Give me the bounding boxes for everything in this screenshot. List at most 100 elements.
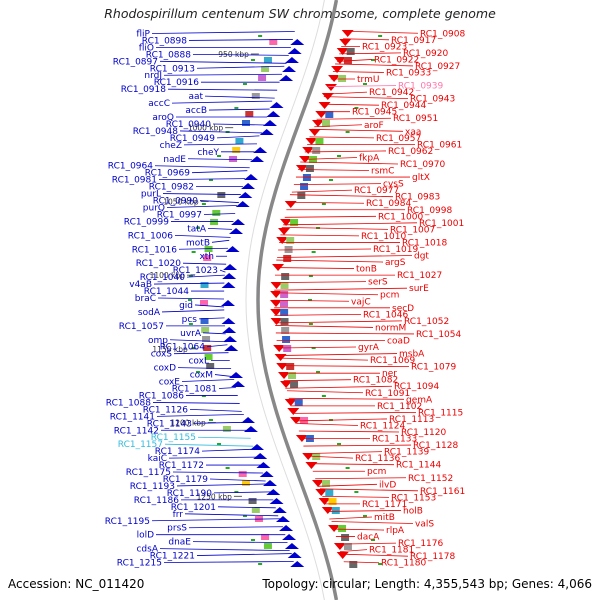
forward-gene-label: coxL: [188, 357, 209, 367]
reverse-gene-label: RC1_1139: [384, 448, 429, 458]
function-category-block: [280, 309, 289, 316]
forward-gene-label: RC1_0918: [121, 85, 166, 95]
forward-gene-label: tatA: [187, 224, 207, 234]
forward-gene-arrow: [263, 480, 277, 486]
forward-gene-arrow: [287, 48, 302, 54]
forward-gene-arrow: [223, 264, 238, 270]
reverse-gene-arrow: [295, 165, 308, 172]
reverse-gene-arrow: [270, 318, 283, 325]
left-gene-leader: [174, 234, 231, 238]
reverse-gene-label: RC1_1180: [381, 559, 426, 569]
reverse-gene-label: RC1_0998: [407, 206, 452, 216]
forward-gene-label: coxE: [159, 378, 181, 388]
reverse-gene-label: RC1_1010: [361, 232, 406, 242]
forward-gene-label: braC: [135, 294, 156, 304]
forward-gene-arrow: [222, 327, 237, 333]
reverse-gene-arrow: [321, 507, 334, 514]
forward-gene-label: motB: [186, 238, 210, 248]
function-category-block: [200, 318, 209, 324]
forward-gene-arrow: [222, 273, 237, 279]
left-gene-leader: [188, 39, 293, 41]
forward-gene-arrow: [241, 183, 256, 189]
forward-gene-arrow: [221, 300, 235, 306]
left-gene-leader: [207, 227, 232, 230]
reverse-gene-label: RC1_1120: [401, 428, 446, 438]
forward-gene-label: cheY: [197, 148, 219, 158]
right-gene-leader: [284, 215, 377, 218]
reverse-gene-arrow: [276, 363, 289, 370]
left-gene-leader: [199, 200, 239, 203]
left-gene-leader: [179, 130, 263, 134]
left-gene-leader: [168, 456, 259, 459]
function-category-block: [302, 174, 311, 181]
forward-gene-label: RC1_1141: [110, 412, 155, 422]
reverse-gene-label: mitB: [374, 513, 395, 523]
reverse-gene-label: RC1_1115: [418, 408, 463, 418]
forward-gene-arrow: [250, 444, 265, 450]
reverse-gene-arrow: [318, 498, 331, 505]
reverse-gene-label: RC1_1136: [355, 454, 400, 464]
forward-gene-arrow: [241, 417, 256, 423]
forward-gene-arrow: [253, 453, 268, 459]
right-gene-leader: [302, 157, 358, 160]
forward-gene-label: RC1_0981: [112, 176, 157, 186]
reverse-gene-arrow: [333, 543, 346, 550]
forward-gene-arrow: [221, 318, 236, 324]
forward-gene-label: accC: [148, 99, 170, 109]
forward-gene-label: accB: [185, 106, 207, 116]
right-gene-leader: [327, 510, 402, 512]
reverse-gene-label: pcm: [380, 291, 399, 301]
reverse-gene-label: RC1_1113: [389, 415, 434, 425]
reverse-gene-label: RC1_1161: [420, 487, 465, 497]
left-gene-leader: [156, 413, 244, 417]
right-gene-leader: [305, 451, 383, 455]
reverse-gene-arrow: [273, 345, 286, 352]
right-gene-leader: [337, 59, 373, 62]
reverse-gene-label: pcm: [367, 467, 386, 477]
forward-gene-label: RC1_1221: [150, 552, 195, 562]
forward-gene-label: aat: [188, 92, 203, 102]
function-category-block: [300, 183, 309, 190]
backbone-arc: [256, 0, 339, 600]
right-gene-leader: [321, 103, 380, 106]
forward-gene-label: v4aB: [129, 280, 152, 290]
reverse-gene-label: RC1_0908: [420, 29, 465, 39]
left-gene-leader: [208, 108, 270, 111]
reverse-gene-label: RC1_0917: [391, 36, 436, 46]
forward-gene-arrow: [243, 174, 258, 180]
forward-gene-label: RC1_1064: [160, 343, 205, 353]
forward-gene-label: RC1_0897: [113, 57, 158, 67]
reverse-gene-label: RC1_0933: [386, 68, 431, 78]
forward-gene-label: RC1_1172: [159, 461, 204, 471]
forward-gene-label: xth: [199, 252, 214, 262]
forward-gene-label: RC1_1057: [119, 322, 164, 332]
left-gene-leader: [171, 100, 273, 104]
left-gene-leader: [206, 344, 228, 348]
right-gene-leader: [293, 183, 382, 186]
forward-gene-arrow: [259, 471, 274, 477]
reverse-gene-arrow: [270, 282, 283, 289]
forward-gene-label: RC1_0964: [108, 162, 153, 172]
forward-gene-label: pcs: [182, 315, 198, 325]
forward-gene-label: RC1_1195: [105, 517, 150, 527]
left-gene-leader: [196, 553, 292, 556]
reverse-gene-label: aroF: [364, 121, 384, 131]
reverse-gene-label: gyrA: [358, 343, 380, 353]
function-category-block: [288, 372, 297, 379]
function-category-block: [280, 318, 289, 325]
reverse-gene-label: tonB: [356, 265, 377, 275]
function-category-block: [309, 156, 318, 163]
right-gene-leader: [288, 397, 405, 400]
reverse-gene-label: trmU: [357, 75, 379, 85]
function-category-block: [280, 300, 288, 307]
forward-gene-label: kaiC: [148, 454, 167, 464]
left-gene-leader: [176, 483, 269, 487]
forward-gene-arrow: [223, 336, 238, 342]
forward-gene-label: RC1_1006: [128, 231, 173, 241]
forward-gene-arrow: [235, 201, 250, 207]
right-gene-leader: [339, 52, 402, 55]
reverse-gene-label: RC1_0961: [417, 140, 462, 150]
function-category-block: [338, 525, 347, 532]
reverse-gene-label: RC1_1133: [372, 435, 417, 445]
forward-gene-arrow: [256, 462, 271, 468]
